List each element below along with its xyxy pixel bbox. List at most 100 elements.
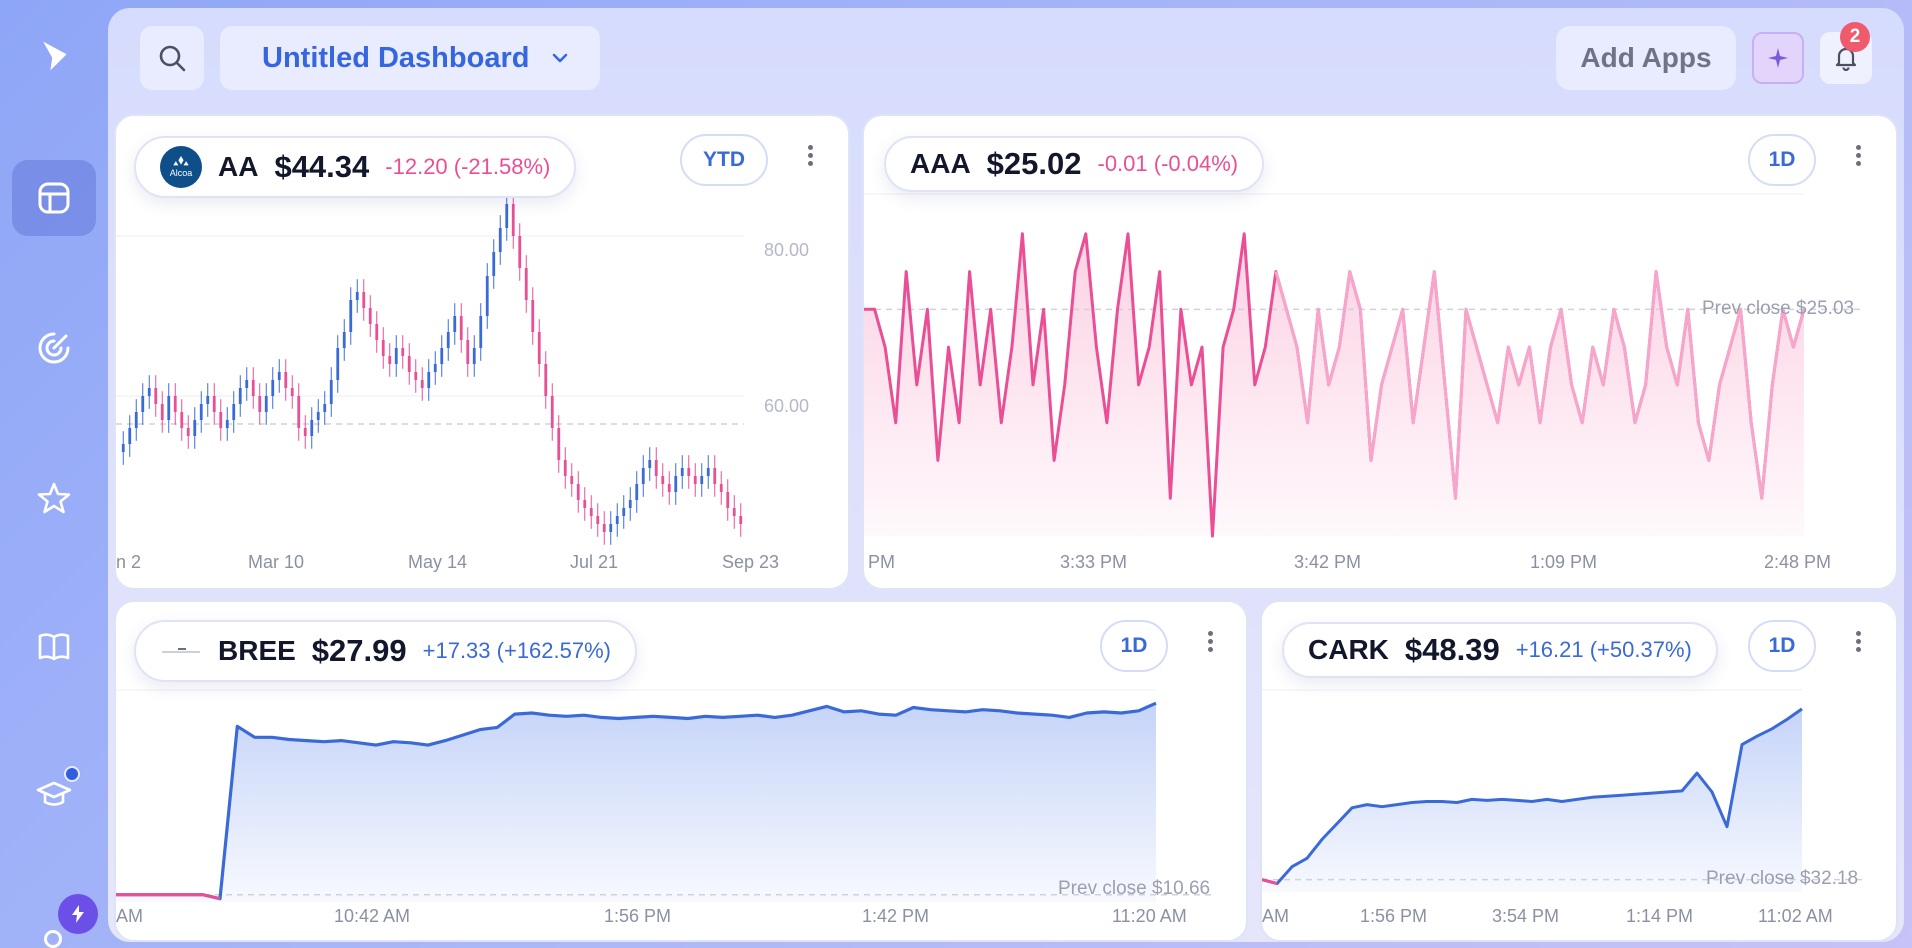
search-button[interactable] bbox=[140, 26, 204, 90]
widget-aa: Alcoa AA $44.34 -12.20 (-21.58%) YTD 80.… bbox=[114, 114, 850, 590]
sidebar-item-watchlist[interactable] bbox=[12, 460, 96, 536]
candle-body bbox=[375, 324, 379, 340]
candle-body bbox=[596, 516, 600, 524]
academy-badge bbox=[64, 766, 80, 782]
widget-cark: CARK $48.39 +16.21 (+50.37%) 1D Prev clo… bbox=[1260, 600, 1898, 942]
candle-body bbox=[427, 372, 431, 388]
candle-body bbox=[550, 396, 554, 428]
candle-body bbox=[349, 300, 353, 332]
candle-body bbox=[628, 500, 632, 508]
candle-body bbox=[537, 332, 541, 364]
candle-body bbox=[693, 476, 697, 484]
candle-body bbox=[654, 460, 658, 476]
candle-body bbox=[648, 460, 652, 468]
graduation-cap-icon bbox=[36, 781, 72, 806]
candle-body bbox=[570, 476, 574, 484]
candle-body bbox=[225, 420, 229, 428]
logo-text: Alcoa bbox=[169, 168, 193, 178]
candle-body bbox=[485, 276, 489, 316]
series-line bbox=[116, 701, 1157, 901]
more-options-icon[interactable] bbox=[1204, 628, 1216, 658]
candle-body bbox=[466, 340, 470, 364]
series-line-below-prev bbox=[1262, 878, 1278, 886]
sidebar-item-learn[interactable] bbox=[12, 608, 96, 684]
ticker-price: $48.39 bbox=[1404, 632, 1500, 667]
candle-body bbox=[167, 396, 171, 420]
ticker-pill-bree[interactable]: BREE $27.99 +17.33 (+162.57%) bbox=[134, 620, 637, 682]
x-tick-label: Sep 23 bbox=[722, 552, 780, 572]
candle-body bbox=[700, 476, 704, 484]
ticker-pill-aa[interactable]: Alcoa AA $44.34 -12.20 (-21.58%) bbox=[134, 136, 577, 198]
candle-body bbox=[206, 396, 210, 404]
series-line bbox=[1262, 707, 1803, 886]
candle-body bbox=[446, 332, 450, 348]
ticker-symbol: BREE bbox=[218, 635, 296, 666]
candle-body bbox=[576, 484, 580, 500]
candle-body bbox=[264, 396, 268, 412]
chevron-down-icon bbox=[552, 53, 568, 63]
candle-body bbox=[128, 428, 132, 444]
candle-body bbox=[199, 404, 203, 420]
candle-body bbox=[524, 268, 528, 300]
dashboard-selector[interactable]: Untitled Dashboard bbox=[220, 26, 600, 90]
candle-body bbox=[238, 388, 242, 404]
x-tick-label: PM bbox=[868, 552, 895, 572]
more-options-icon[interactable] bbox=[1852, 142, 1864, 172]
ticker-change: -12.20 (-21.58%) bbox=[385, 154, 551, 179]
candle-body bbox=[719, 484, 723, 492]
candle-body bbox=[134, 412, 138, 428]
candle-body bbox=[602, 524, 606, 532]
upgrade-button[interactable] bbox=[58, 894, 98, 934]
area-fill bbox=[1262, 708, 1802, 892]
candle-body bbox=[583, 500, 587, 508]
more-options-icon[interactable] bbox=[804, 142, 816, 172]
candle-body bbox=[297, 396, 301, 428]
status-ring bbox=[44, 930, 62, 948]
range-selector[interactable]: 1D bbox=[1748, 134, 1816, 186]
candle-body bbox=[160, 404, 164, 420]
candle-body bbox=[271, 380, 275, 396]
candle-body bbox=[492, 252, 496, 276]
ticker-symbol: AA bbox=[218, 151, 259, 182]
x-tick-label: 3:42 PM bbox=[1294, 552, 1362, 572]
y-tick-label: 80.00 bbox=[764, 240, 810, 260]
add-apps-button[interactable]: Add Apps bbox=[1556, 26, 1736, 90]
ai-assistant-button[interactable] bbox=[1752, 32, 1804, 84]
x-tick-label: 1:56 PM bbox=[1360, 906, 1428, 926]
bree-logo-icon bbox=[162, 648, 200, 653]
candle-body bbox=[732, 508, 736, 516]
candle-body bbox=[355, 292, 359, 300]
sidebar-item-radar[interactable] bbox=[12, 310, 96, 386]
candle-body bbox=[544, 364, 548, 396]
bree-area-chart bbox=[116, 689, 1216, 902]
candle-body bbox=[219, 412, 223, 428]
dashboard-icon bbox=[38, 182, 70, 214]
candle-body bbox=[303, 428, 307, 436]
candle-body bbox=[180, 412, 184, 428]
aa-candlestick-chart bbox=[116, 191, 744, 545]
candle-body bbox=[362, 292, 366, 308]
range-selector[interactable]: 1D bbox=[1100, 620, 1168, 672]
sidebar-item-academy[interactable] bbox=[12, 756, 96, 832]
x-tick-label: 1:09 PM bbox=[1530, 552, 1598, 572]
area-fill bbox=[116, 703, 1156, 902]
range-selector[interactable]: YTD bbox=[680, 134, 768, 186]
more-options-icon[interactable] bbox=[1852, 628, 1864, 658]
candle-body bbox=[622, 508, 626, 516]
candle-body bbox=[713, 468, 717, 484]
candle-body bbox=[147, 388, 151, 396]
candle-body bbox=[667, 484, 671, 492]
area-fill bbox=[864, 233, 1804, 537]
candle-body bbox=[687, 468, 691, 476]
app-logo[interactable] bbox=[12, 18, 96, 94]
y-tick-label: 60.00 bbox=[764, 396, 810, 416]
dashboard-main: Untitled Dashboard Add Apps 2 bbox=[108, 8, 1904, 942]
sidebar-item-dashboards[interactable] bbox=[12, 160, 96, 236]
candle-body bbox=[739, 516, 743, 524]
series-line-extended bbox=[1274, 270, 1806, 500]
range-selector[interactable]: 1D bbox=[1748, 620, 1816, 672]
ticker-symbol: CARK bbox=[1308, 634, 1389, 665]
candle-body bbox=[290, 388, 294, 396]
ticker-pill-cark[interactable]: CARK $48.39 +16.21 (+50.37%) bbox=[1282, 622, 1718, 678]
ticker-pill-aaa[interactable]: AAA $25.02 -0.01 (-0.04%) bbox=[884, 136, 1265, 192]
